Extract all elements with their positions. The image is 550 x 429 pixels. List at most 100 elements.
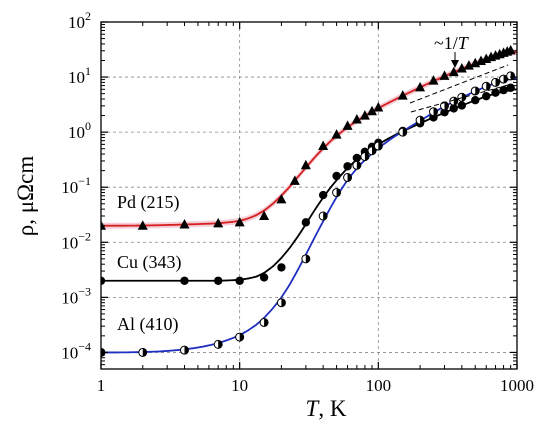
data-point-cu	[499, 85, 508, 95]
data-point-al	[415, 115, 425, 125]
label-al: Al (410)	[117, 314, 179, 335]
data-point-al	[301, 254, 311, 264]
data-point-al-fill	[444, 101, 449, 110]
data-point-pd	[439, 70, 450, 80]
data-point-pd	[101, 220, 106, 230]
data-point-al	[360, 152, 370, 162]
data-point-al-fill	[364, 152, 369, 161]
data-point-al	[398, 127, 408, 137]
data-point-pd	[456, 63, 467, 73]
y-tick-label: 10−3	[61, 284, 91, 307]
data-point-pd	[463, 60, 474, 70]
data-point-al-fill	[486, 82, 491, 91]
data-point-al	[179, 345, 189, 355]
fit-curve-0	[101, 51, 517, 227]
data-point-pd	[318, 140, 329, 151]
data-point-pd	[289, 175, 300, 185]
tick-labels: 1 10 100 1000 10−4 10−3 10−2 10−1 100 101 102	[61, 9, 534, 395]
data-point-cu	[259, 273, 269, 282]
data-point-pd	[397, 90, 408, 100]
data-point-al-fill	[402, 128, 407, 137]
data-point-al	[235, 332, 245, 342]
label-cu: Cu (343)	[117, 252, 182, 273]
data-point-pd	[234, 216, 245, 227]
data-point-cu	[506, 83, 515, 92]
data-point-cu	[318, 190, 328, 200]
data-point-al	[213, 339, 223, 349]
data-point-al-fill	[323, 212, 328, 221]
data-point-pd	[276, 193, 287, 204]
data-point-al	[373, 141, 383, 151]
data-point-al	[332, 188, 342, 198]
data-point-al	[481, 81, 491, 91]
data-point-pd	[428, 75, 439, 85]
data-point-cu	[235, 276, 244, 285]
x-tick-label: 100	[366, 376, 392, 395]
data-point-al	[259, 317, 269, 327]
data-point-cu	[343, 162, 352, 171]
data-point-al	[318, 211, 328, 221]
data-point-al-fill	[495, 78, 500, 87]
data-point-cu	[180, 276, 189, 285]
data-point-cu	[449, 104, 458, 113]
data-point-al-fill	[142, 348, 147, 357]
x-axis-label: T, K	[306, 396, 347, 421]
y-tick-label: 10−2	[61, 229, 91, 252]
data-point-al-fill	[433, 107, 438, 116]
data-point-cu	[457, 101, 467, 110]
data-point-al	[352, 160, 362, 170]
data-point-al	[470, 86, 480, 96]
data-point-al-fill	[420, 116, 425, 125]
inverse-t-arrowhead	[451, 60, 459, 68]
data-point-pd	[351, 113, 362, 124]
data-point-cu	[482, 91, 491, 101]
data-point-pd	[366, 105, 377, 116]
data-point-al-fill	[305, 254, 310, 263]
data-point-al-fill	[281, 298, 286, 307]
data-point-pd	[415, 81, 426, 92]
x-tick-label: 10	[231, 376, 248, 395]
data-point-cu	[352, 153, 362, 163]
data-point-al-fill	[461, 93, 466, 102]
x-tick-label: 1000	[500, 376, 534, 395]
fit-curve-2	[101, 76, 517, 354]
plot-area	[101, 44, 517, 357]
x-tick-label: 1	[97, 376, 106, 395]
data-point-al	[343, 173, 353, 183]
data-point-al	[449, 96, 459, 106]
data-point-al-fill	[347, 173, 352, 182]
axis-ticks	[100, 21, 518, 370]
y-tick-label: 101	[68, 64, 91, 87]
grid-lines	[101, 22, 517, 369]
data-point-pd	[342, 120, 353, 130]
data-point-al-fill	[218, 340, 223, 349]
data-point-al	[276, 298, 286, 308]
data-point-al-fill	[264, 318, 269, 327]
data-point-pd	[505, 44, 516, 55]
data-point-cu	[301, 218, 311, 227]
data-point-al	[439, 101, 449, 111]
label-inverse-t: ~1/T	[434, 33, 470, 53]
data-point-al-fill	[510, 71, 515, 80]
data-point-al-fill	[453, 97, 458, 106]
data-point-pd	[300, 159, 311, 170]
data-point-pd	[259, 210, 270, 221]
data-point-cu	[277, 263, 286, 272]
data-point-cu	[491, 88, 500, 97]
inverse-t-dashed-1	[409, 64, 509, 104]
data-point-al-fill	[336, 188, 341, 197]
data-point-al	[506, 71, 516, 81]
y-tick-label: 10−1	[61, 174, 91, 197]
data-point-al-fill	[239, 333, 244, 342]
data-point-al-fill	[475, 86, 480, 95]
data-point-cu	[471, 96, 480, 105]
data-point-al-fill	[184, 346, 189, 355]
y-tick-label: 10−4	[61, 339, 91, 362]
y-axis-label: ρ, μΩcm	[13, 156, 38, 237]
label-pd: Pd (215)	[117, 192, 180, 213]
y-tick-label: 102	[68, 9, 91, 32]
data-point-al	[491, 77, 501, 87]
data-point-pd	[373, 102, 384, 112]
data-point-al-fill	[356, 161, 361, 170]
